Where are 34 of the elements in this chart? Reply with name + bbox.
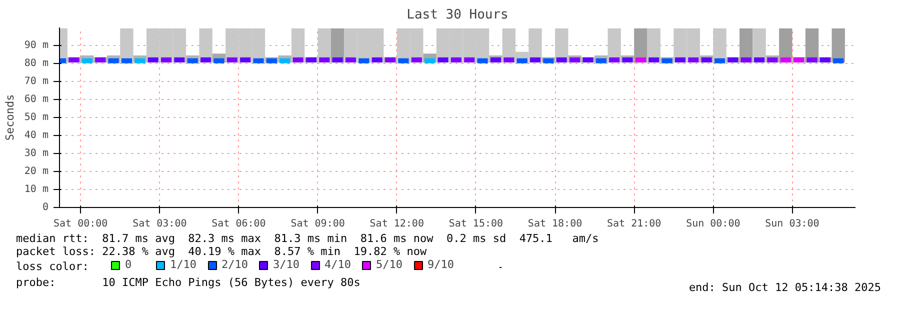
y-tick-label: 0 — [42, 202, 49, 213]
y-tick-label: 30 m — [24, 148, 49, 159]
y-tick-label: 20 m — [24, 166, 49, 177]
x-tick-label: Sun 00:00 — [686, 218, 740, 230]
y-tick-label: 40 m — [24, 130, 49, 141]
x-tick-label: Sat 03:00 — [132, 218, 187, 230]
y-tick-label: 50 m — [24, 112, 49, 123]
legend-title: loss color: — [16, 260, 89, 273]
legend-label: 2/10 — [222, 258, 248, 271]
x-tick-label: Sat 09:00 — [290, 218, 345, 230]
text: end: Sun Oct 12 05:14:38 2025 — [688, 281, 881, 294]
legend-label: 9/10 — [428, 258, 454, 271]
y-tick-label: 80 m — [24, 58, 49, 69]
y-tick-label: 90 m — [24, 40, 49, 51]
y-tick-label: 60 m — [24, 94, 49, 105]
y-tick-label: 10 m — [24, 184, 49, 195]
y-tick-label: 70 m — [24, 76, 49, 87]
x-tick-label: Sat 12:00 — [370, 218, 424, 230]
x-tick-label: Sat 21:00 — [607, 218, 662, 230]
legend-label: 1/10 — [170, 258, 196, 271]
x-tick-label: Sat 00:00 — [53, 218, 108, 230]
x-tick-label: Sat 15:00 — [448, 218, 504, 230]
y-axis-title: Seconds — [3, 94, 16, 141]
legend-label: 4/10 — [324, 258, 351, 271]
legend-label: 0 — [125, 258, 133, 271]
text: median rtt: 81.7 ms avg 82.3 ms max 81.3 ms min 81.6 ms now 0.2 ms sd 475.1 am/s — [16, 232, 599, 245]
legend-label: 3/10 — [273, 258, 300, 271]
x-tick-label: Sat 06:00 — [212, 218, 266, 230]
chart-title: Last 30 Hours — [406, 8, 508, 22]
x-tick-label: Sat 18:00 — [528, 218, 582, 230]
text: packet loss: 22.38 % avg 40.19 % max 8.57 % min 19.82 % now — [16, 245, 427, 258]
x-tick-label: Sun 03:00 — [765, 218, 820, 230]
text: probe: 10 ICMP Echo Pings (56 Bytes) every 80s — [16, 276, 360, 289]
legend-label: 5/10 — [376, 258, 402, 271]
